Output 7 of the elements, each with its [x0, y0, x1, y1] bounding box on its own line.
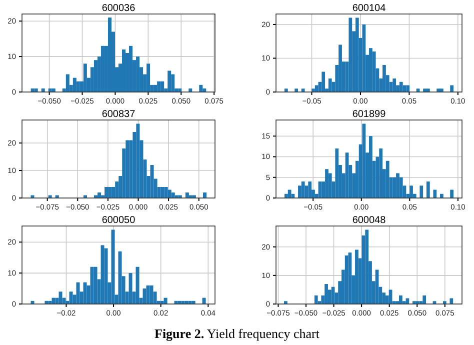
chart-title: 600837: [102, 109, 136, 120]
chart-title: 600036: [102, 3, 136, 14]
chart-title: 600048: [352, 215, 386, 226]
chart-title: 601899: [352, 109, 386, 120]
chart-title: 600050: [102, 215, 136, 226]
caption: Figure 2. Yield frequency chart: [154, 326, 320, 341]
chart-title: 600104: [352, 3, 386, 14]
